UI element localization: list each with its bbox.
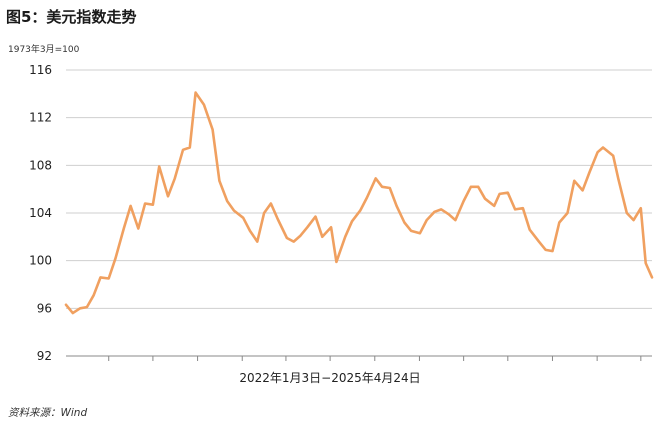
- x-axis-tick-marks: [108, 356, 642, 361]
- y-tick-label: 104: [29, 206, 52, 220]
- chart-title: 图5：美元指数走势: [6, 8, 137, 26]
- unit-label: 1973年3月=100: [8, 45, 80, 55]
- y-tick-label: 100: [29, 254, 52, 268]
- y-tick-label: 96: [37, 301, 52, 315]
- y-tick-label: 108: [29, 158, 52, 172]
- gridlines: [66, 69, 652, 309]
- source-label: 资料来源：Wind: [8, 407, 88, 419]
- y-tick-label: 116: [29, 63, 52, 77]
- y-axis-ticks: 92 96 100 104 108 112 116: [29, 63, 52, 363]
- y-tick-label: 92: [37, 349, 52, 363]
- x-axis-label: 2022年1月3日−2025年4月24日: [239, 371, 421, 385]
- y-tick-label: 112: [29, 111, 52, 125]
- series-line: [64, 91, 654, 315]
